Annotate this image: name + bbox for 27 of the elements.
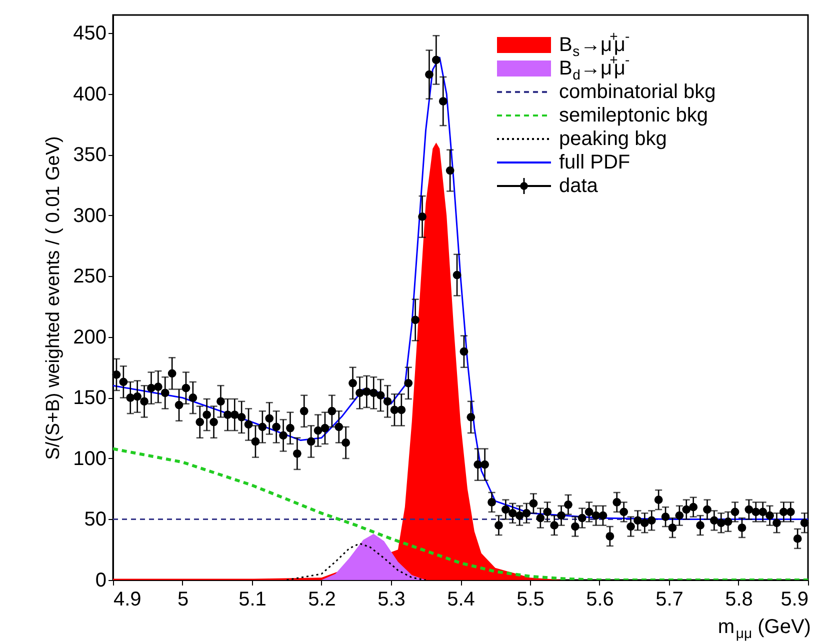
y-axis-title: S/(S+B) weighted events / ( 0.01 GeV)	[43, 136, 64, 460]
x-tick-label: 4.9	[114, 588, 142, 610]
y-tick-label: 300	[73, 204, 106, 227]
legend-label: peaking bkg	[559, 128, 667, 150]
x-tick-label: 5.7	[656, 588, 684, 610]
legend-label: combinatorial bkg	[559, 81, 716, 103]
x-tick-label: 5.5	[516, 588, 544, 610]
x-tick-label: 5.3	[378, 588, 406, 610]
y-tick-label: 150	[73, 387, 106, 410]
y-tick-label: 0	[95, 570, 106, 592]
x-tick-label: 5	[177, 588, 189, 610]
x-tick-label: 5.1	[238, 588, 266, 610]
y-tick-label: 400	[73, 83, 106, 106]
x-tick-label: 5.8	[725, 588, 753, 610]
y-tick-label: 50	[84, 508, 106, 531]
x-tick-label: 5.6	[586, 588, 614, 610]
y-tick-label: 100	[73, 448, 106, 470]
y-tick-label: 250	[73, 266, 106, 288]
legend-label: semileptonic bkg	[559, 104, 708, 126]
legend-label: data	[559, 175, 599, 197]
x-tick-label: 5.9	[780, 588, 808, 610]
y-tick-label: 200	[73, 326, 106, 348]
legend-label: full PDF	[559, 152, 630, 174]
y-tick-label: 450	[73, 22, 106, 45]
x-tick-label: 5.2	[308, 588, 336, 610]
x-tick-label: 5.4	[447, 588, 475, 610]
y-tick-label: 350	[73, 144, 106, 166]
